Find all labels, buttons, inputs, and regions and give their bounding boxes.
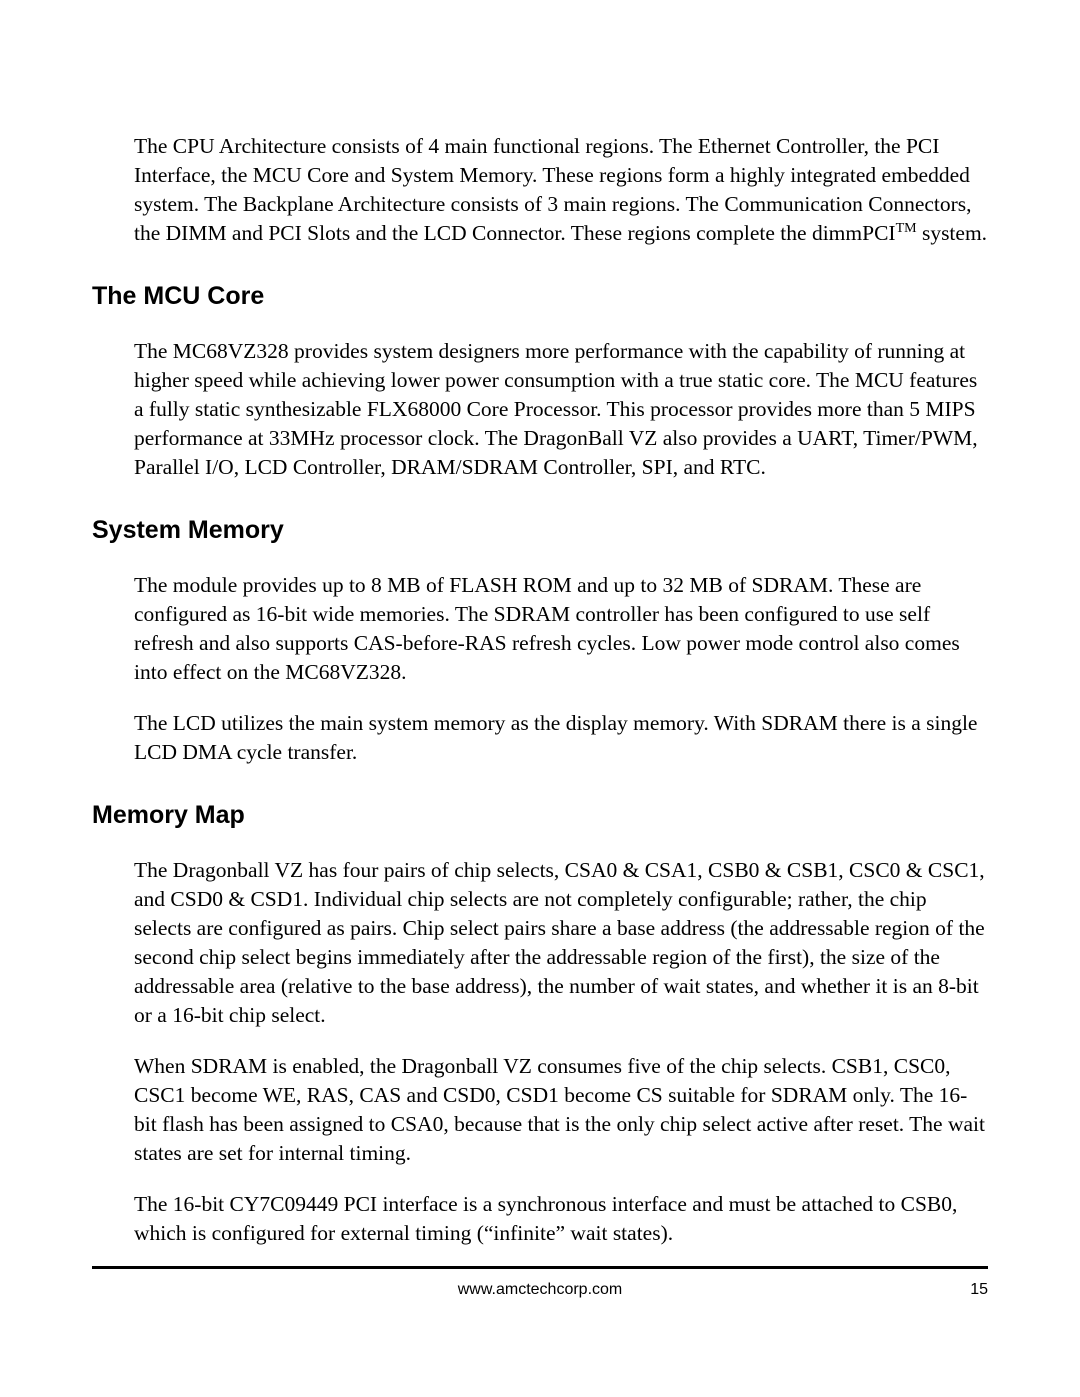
memmap-paragraph-1: The Dragonball VZ has four pairs of chip… xyxy=(134,856,988,1030)
page-footer: www.amctechcorp.com 15 xyxy=(92,1281,988,1299)
intro-text-a: The CPU Architecture consists of 4 main … xyxy=(134,134,972,245)
trademark-symbol: TM xyxy=(896,221,917,236)
mcu-paragraph-1: The MC68VZ328 provides system designers … xyxy=(134,337,988,482)
sysmem-paragraph-1: The module provides up to 8 MB of FLASH … xyxy=(134,571,988,687)
intro-paragraph: The CPU Architecture consists of 4 main … xyxy=(134,132,988,248)
heading-mcu-core: The MCU Core xyxy=(92,282,988,311)
footer-page-number: 15 xyxy=(970,1281,988,1299)
heading-memory-map: Memory Map xyxy=(92,801,988,830)
sysmem-paragraph-2: The LCD utilizes the main system memory … xyxy=(134,709,988,767)
memmap-paragraph-2: When SDRAM is enabled, the Dragonball VZ… xyxy=(134,1052,988,1168)
memmap-paragraph-3: The 16-bit CY7C09449 PCI interface is a … xyxy=(134,1190,988,1248)
intro-text-b: system. xyxy=(917,221,987,245)
heading-system-memory: System Memory xyxy=(92,516,988,545)
page-content: The CPU Architecture consists of 4 main … xyxy=(0,0,1080,1248)
footer-url: www.amctechcorp.com xyxy=(458,1281,623,1299)
footer-divider xyxy=(92,1266,988,1269)
